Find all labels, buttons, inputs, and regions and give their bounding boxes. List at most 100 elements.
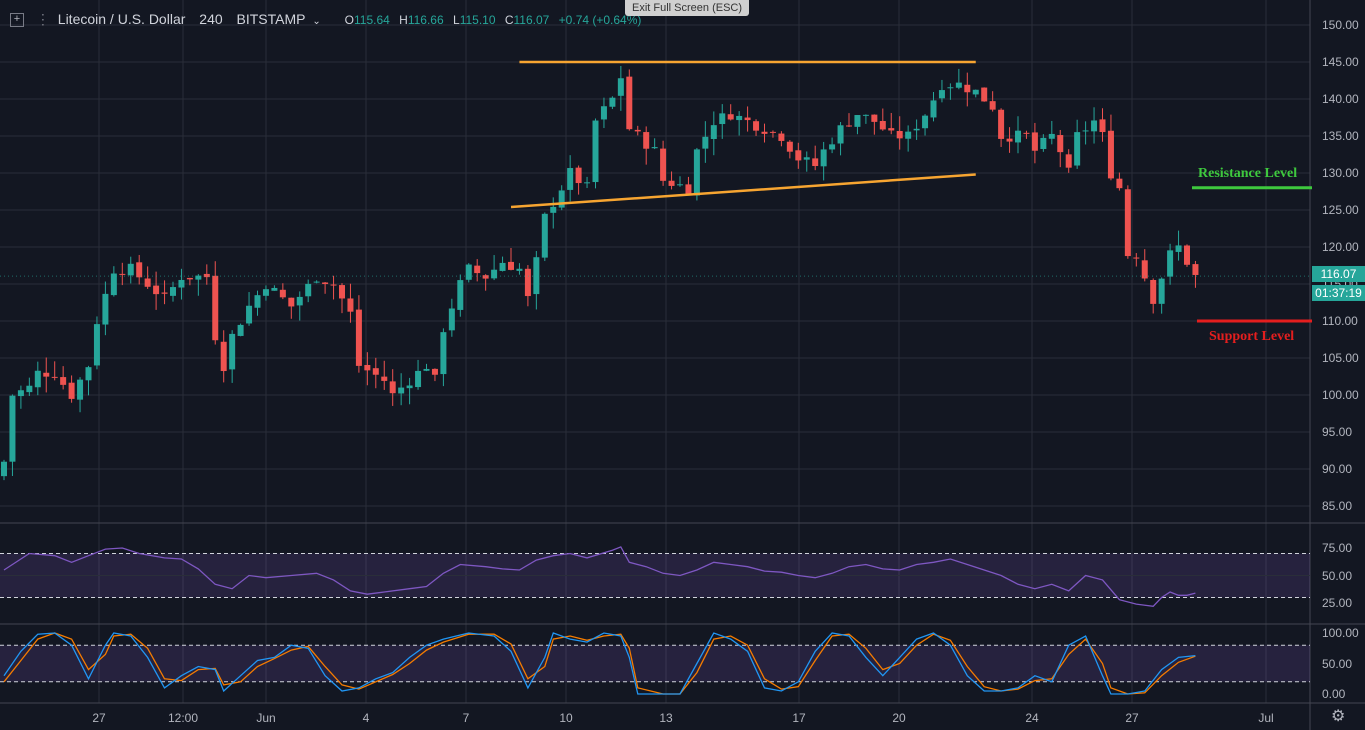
candle-body <box>440 332 447 375</box>
candle-body <box>431 368 438 375</box>
candle-body <box>871 114 878 122</box>
time-tick-label: 27 <box>1125 711 1139 725</box>
candle-body <box>600 106 607 120</box>
candle-body <box>9 395 16 462</box>
candle-body <box>364 364 371 371</box>
candle-body <box>110 273 117 296</box>
countdown-tag: 01:37:19 <box>1312 285 1365 301</box>
interval[interactable]: 240 <box>199 11 223 27</box>
candle-body <box>262 289 269 296</box>
candle-body <box>77 379 84 400</box>
candle-body <box>558 190 565 208</box>
candle-body <box>491 269 498 279</box>
exit-fullscreen-button[interactable]: Exit Full Screen (ESC) <box>625 0 749 16</box>
candle-body <box>685 184 692 194</box>
trendline-rising <box>510 173 976 209</box>
candle-body <box>330 284 337 286</box>
candle-body <box>803 157 810 160</box>
candle-body <box>195 275 202 280</box>
last-price-tag: 116.07 <box>1312 266 1365 282</box>
candle-body <box>1150 279 1157 304</box>
candle-body <box>482 275 489 279</box>
candle-body <box>339 285 345 299</box>
price-tick-label: 105.00 <box>1322 351 1359 365</box>
candle-body <box>85 367 92 381</box>
candle-body <box>846 125 852 127</box>
candle-body <box>1015 130 1021 143</box>
gear-icon[interactable]: ⚙ <box>1331 708 1346 725</box>
support-label: Support Level <box>1209 329 1295 344</box>
candle-body <box>1031 132 1038 151</box>
candle-body <box>786 141 793 152</box>
candle-body <box>43 372 50 377</box>
candle-body <box>153 285 160 295</box>
candle-body <box>854 115 861 127</box>
candle-body <box>955 82 962 88</box>
time-tick-label: 4 <box>362 711 370 725</box>
candle-body <box>203 273 210 278</box>
candle-body <box>93 324 100 366</box>
candle-body <box>499 262 506 271</box>
candle-body <box>617 78 624 96</box>
candle-body <box>1065 154 1072 168</box>
time-tick-label: 13 <box>659 711 673 725</box>
candle-body <box>516 268 523 271</box>
ohlc-readout: O115.64 H116.66 L115.10 C116.07 +0.74 (+… <box>339 1 642 39</box>
candle-body <box>879 120 886 130</box>
candle-body <box>744 117 751 121</box>
candle-body <box>677 184 683 186</box>
candle-body <box>1006 138 1013 142</box>
candle-body <box>761 131 768 134</box>
candle-body <box>186 277 193 280</box>
time-tick-label: 20 <box>892 711 906 725</box>
candle-body <box>448 308 455 331</box>
candle-body <box>702 136 709 149</box>
symbol-name[interactable]: Litecoin / U.S. Dollar <box>57 11 186 27</box>
time-tick-label: Jun <box>256 711 276 725</box>
candle-body <box>837 125 844 144</box>
price-tick-label: 95.00 <box>1322 425 1353 439</box>
candle-body <box>947 87 954 89</box>
candle-body <box>727 114 734 120</box>
candle-body <box>719 113 726 125</box>
candle-body <box>753 121 760 131</box>
candle-body <box>820 149 827 167</box>
candle-body <box>398 387 405 394</box>
candle-body <box>1184 245 1190 265</box>
candle-body <box>998 109 1005 139</box>
candle-body <box>592 120 599 183</box>
candle-body <box>406 385 413 389</box>
indicators <box>3 546 1196 695</box>
candles <box>1 65 1199 481</box>
rsi-tick-label: 50.00 <box>1322 568 1353 583</box>
candle-body <box>541 213 548 258</box>
candle-body <box>964 84 971 93</box>
candle-body <box>1133 257 1140 259</box>
candle-body <box>1 461 7 477</box>
candle-body <box>524 268 531 297</box>
time-tick-label: 27 <box>92 711 106 725</box>
chevron-down-icon[interactable]: ⌄ <box>312 16 321 27</box>
candle-body <box>229 333 236 370</box>
candle-body <box>1116 178 1123 189</box>
candle-body <box>1167 250 1174 277</box>
price-tick-label: 110.00 <box>1322 314 1358 328</box>
candle-body <box>17 390 24 397</box>
square-grid-icon[interactable]: + <box>10 13 24 28</box>
stoch-tick-label: 0.00 <box>1322 687 1346 701</box>
exchange: BITSTAMP <box>236 11 306 27</box>
candle-body <box>423 368 430 371</box>
candle-body <box>1082 130 1089 132</box>
time-tick-label: 12:00 <box>167 711 199 725</box>
candle-body <box>1099 119 1106 133</box>
candle-body <box>415 370 422 388</box>
candle-body <box>127 263 134 276</box>
candle-body <box>626 76 633 130</box>
candle-body <box>1048 133 1055 139</box>
candle-body <box>1057 135 1064 153</box>
candle-body <box>305 283 312 297</box>
candle-body <box>896 130 903 139</box>
price-tick-label: 130.00 <box>1322 166 1359 180</box>
candle-body <box>1040 137 1047 149</box>
